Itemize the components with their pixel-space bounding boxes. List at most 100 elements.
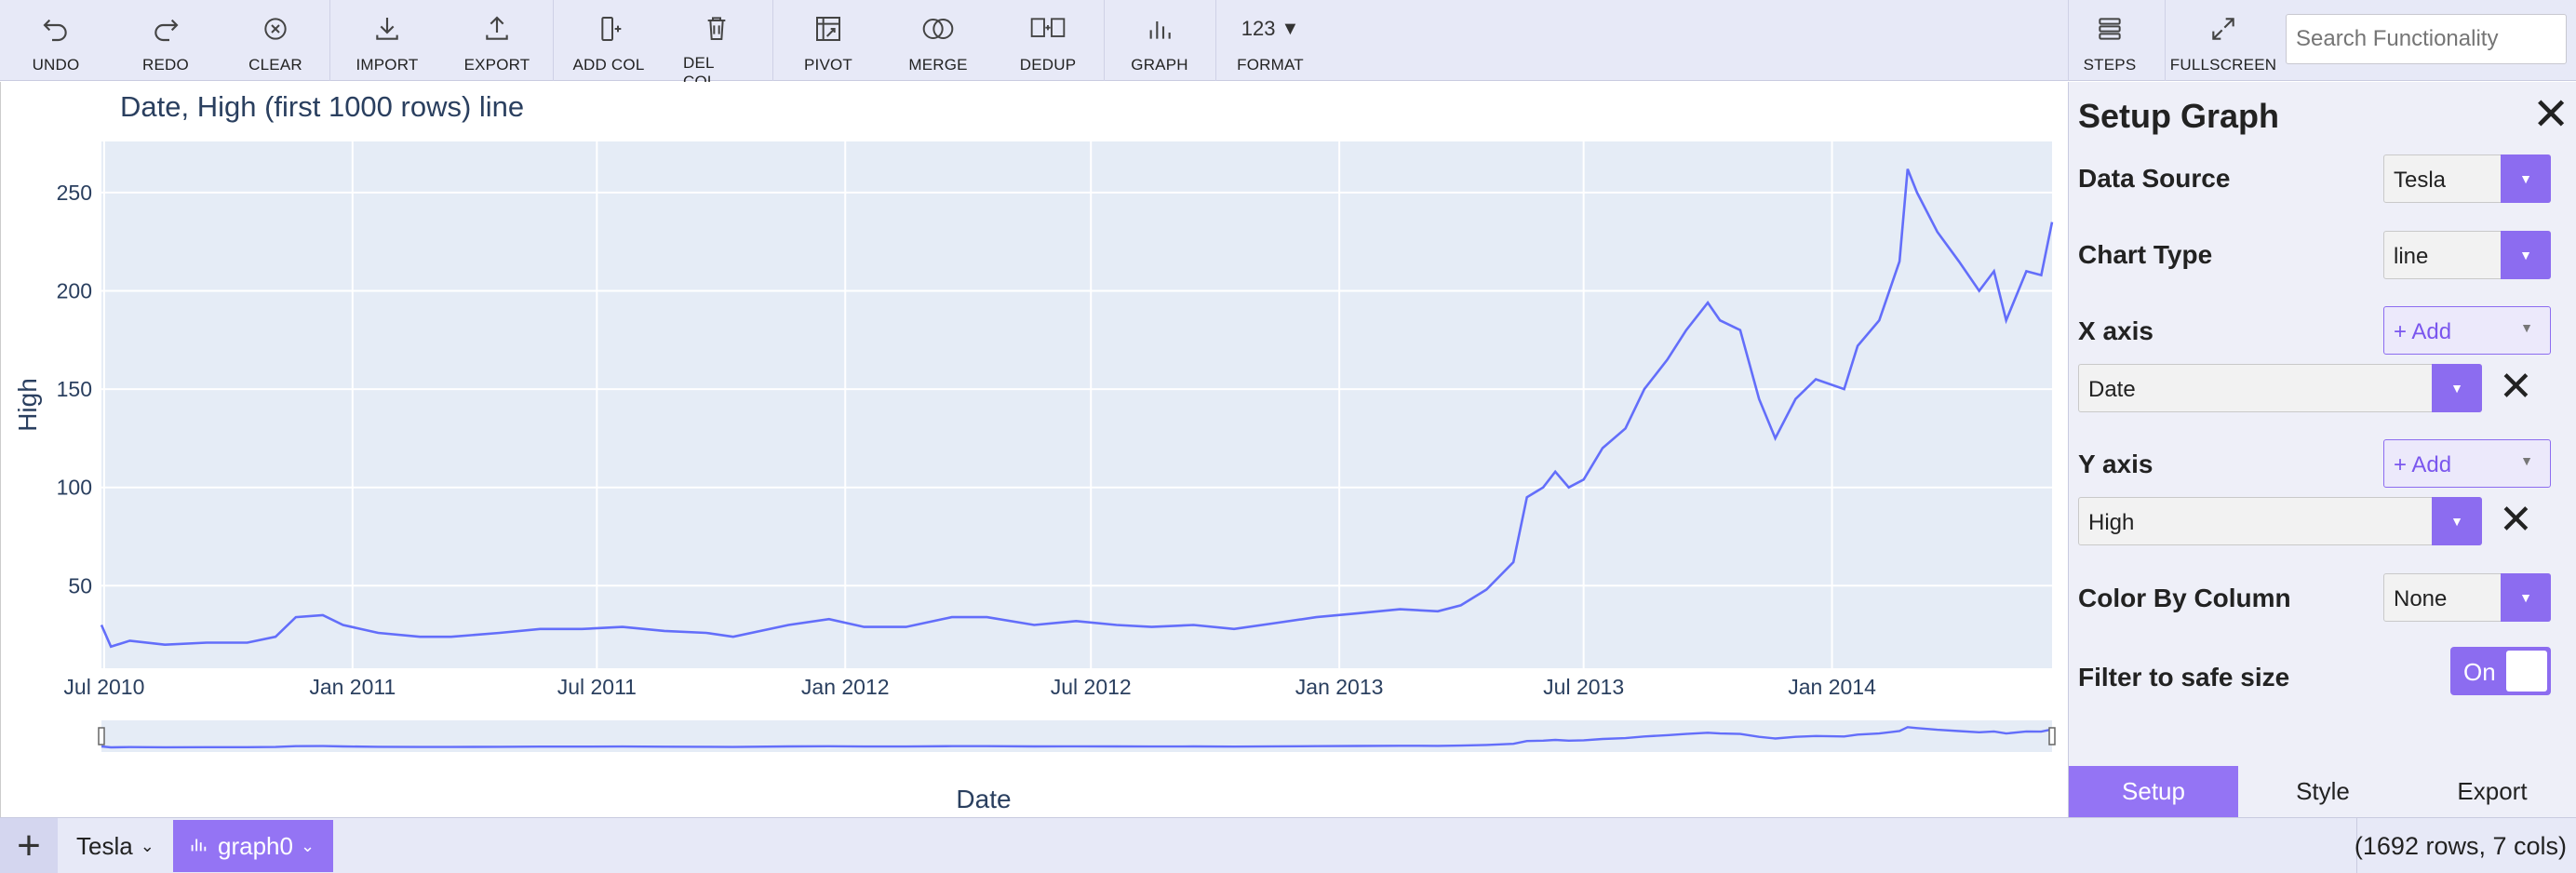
x-tick-label: Jul 2012 xyxy=(1051,675,1132,699)
chevron-down-icon: ▼ xyxy=(2432,364,2482,412)
y-tick-label: 150 xyxy=(57,377,92,401)
chevron-down-icon: ⌄ xyxy=(300,836,315,855)
x-axis-ticks: Jul 2010 Jan 2011 Jul 2011 Jan 2012 Jul 2012… xyxy=(63,675,1876,699)
color-by-select[interactable]: None ▼ xyxy=(2383,573,2551,622)
data-source-label: Data Source xyxy=(2078,164,2231,193)
fullscreen-button[interactable]: FULLSCREEN xyxy=(2170,0,2276,81)
y-axis-column-select[interactable]: High ▼ xyxy=(2078,497,2482,545)
x-tick-label: Jan 2013 xyxy=(1295,675,1384,699)
toolbar-divider xyxy=(553,0,554,81)
merge-icon xyxy=(920,13,956,45)
row-count-info: (1692 rows, 7 cols) xyxy=(2354,832,2567,860)
range-slider-left-handle[interactable] xyxy=(98,727,105,745)
toolbar-divider xyxy=(1215,0,1216,81)
tab-export[interactable]: Export xyxy=(2457,777,2528,805)
x-axis-title: Date xyxy=(956,785,1011,813)
sheet-tab-tesla[interactable]: Tesla ⌄ xyxy=(76,831,154,860)
grid-lines xyxy=(101,141,2052,668)
toggle-knob xyxy=(2506,651,2547,692)
chart-type-select[interactable]: line ▼ xyxy=(2383,231,2551,279)
graph-button[interactable]: GRAPH xyxy=(1126,0,1193,81)
y-axis-title: High xyxy=(13,378,42,432)
fullscreen-icon xyxy=(2208,13,2238,45)
filter-safe-size-toggle[interactable]: On xyxy=(2450,647,2551,695)
steps-button[interactable]: STEPS xyxy=(2077,0,2142,81)
toolbar-divider xyxy=(1104,0,1105,81)
dedup-icon xyxy=(1029,13,1067,45)
dedup-button[interactable]: DEDUP xyxy=(1013,0,1083,81)
x-tick-label: Jul 2010 xyxy=(63,675,144,699)
chart-title: Date, High (first 1000 rows) line xyxy=(120,90,524,123)
import-button[interactable]: IMPORT xyxy=(354,0,421,81)
format-button[interactable]: 123 ▼ FORMAT xyxy=(1228,0,1312,81)
y-axis-ticks: 50 100 150 200 250 xyxy=(57,181,92,598)
chevron-down-icon: ▼ xyxy=(2501,154,2551,203)
x-axis-add-button[interactable]: + Add ▼ xyxy=(2383,306,2551,355)
y-tick-label: 200 xyxy=(57,279,92,303)
range-slider-right-handle[interactable] xyxy=(2048,727,2056,745)
x-tick-label: Jan 2012 xyxy=(801,675,890,699)
chevron-down-icon: ▼ xyxy=(2432,497,2482,545)
toolbar: UNDO REDO CLEAR IMPORT EXPORT ADD COL xyxy=(0,0,2576,90)
close-icon[interactable]: ✕ xyxy=(2532,90,2570,140)
import-icon xyxy=(372,13,402,45)
y-axis-add-button[interactable]: + Add ▼ xyxy=(2383,439,2551,488)
setup-graph-panel: Setup Graph ✕ Data Source Tesla ▼ Chart … xyxy=(2068,82,2576,817)
x-tick-label: Jan 2014 xyxy=(1788,675,1876,699)
redo-button[interactable]: REDO xyxy=(136,0,195,81)
remove-x-axis-icon[interactable]: ✕ xyxy=(2499,364,2533,410)
undo-button[interactable]: UNDO xyxy=(26,0,86,81)
clear-button[interactable]: CLEAR xyxy=(246,0,305,81)
number-format-icon: 123 ▼ xyxy=(1241,17,1300,40)
x-axis-label: X axis xyxy=(2078,316,2153,345)
bar-chart-icon xyxy=(1145,13,1174,45)
chevron-down-icon: ▼ xyxy=(2501,231,2551,279)
panel-title: Setup Graph xyxy=(2078,97,2280,135)
plot-background xyxy=(101,141,2052,668)
chevron-down-icon: ▼ xyxy=(2501,573,2551,622)
bar-chart-icon xyxy=(188,832,208,861)
plus-icon[interactable]: + xyxy=(0,818,58,873)
add-column-icon xyxy=(594,13,624,45)
undo-icon xyxy=(41,13,71,45)
merge-button[interactable]: MERGE xyxy=(903,0,973,81)
pivot-icon xyxy=(813,13,843,45)
tab-style[interactable]: Style xyxy=(2296,777,2350,805)
x-axis-column-select[interactable]: Date ▼ xyxy=(2078,364,2482,412)
toolbar-divider xyxy=(2165,0,2166,81)
sheet-tab-graph[interactable]: graph0 ⌄ xyxy=(173,820,333,872)
range-slider-line xyxy=(101,726,2053,749)
toolbar-divider xyxy=(772,0,773,81)
steps-icon xyxy=(2095,13,2125,45)
x-tick-label: Jul 2011 xyxy=(557,675,637,699)
bottom-bar: + Tesla ⌄ graph0 ⌄ (1692 rows, 7 cols) xyxy=(0,817,2576,873)
trash-icon xyxy=(702,13,731,43)
y-tick-label: 50 xyxy=(68,573,92,598)
chevron-down-icon: ▼ xyxy=(2520,453,2533,468)
filter-safe-size-label: Filter to safe size xyxy=(2078,663,2290,692)
chart-area: Date, High (first 1000 rows) line 50 100 1… xyxy=(0,82,2068,817)
x-tick-label: Jan 2011 xyxy=(309,675,396,699)
x-tick-label: Jul 2013 xyxy=(1543,675,1624,699)
export-button[interactable]: EXPORT xyxy=(463,0,530,81)
export-icon xyxy=(482,13,512,45)
remove-y-axis-icon[interactable]: ✕ xyxy=(2499,497,2533,543)
color-by-label: Color By Column xyxy=(2078,584,2291,612)
series-line-high[interactable] xyxy=(100,168,2054,649)
toolbar-divider xyxy=(329,0,330,81)
y-tick-label: 100 xyxy=(57,476,92,500)
tab-setup[interactable]: Setup xyxy=(2069,766,2238,817)
data-source-select[interactable]: Tesla ▼ xyxy=(2383,154,2551,203)
clear-icon xyxy=(261,13,290,45)
divider xyxy=(2356,818,2357,873)
redo-icon xyxy=(151,13,181,45)
line-chart[interactable]: Date, High (first 1000 rows) line 50 100 1… xyxy=(1,82,2067,817)
delete-column-button[interactable]: DEL COL xyxy=(683,0,750,90)
y-tick-label: 250 xyxy=(57,181,92,205)
chevron-down-icon: ⌄ xyxy=(140,836,154,855)
pivot-button[interactable]: PIVOT xyxy=(795,0,862,81)
chart-type-label: Chart Type xyxy=(2078,240,2213,269)
search-input[interactable] xyxy=(2286,14,2567,64)
chevron-down-icon: ▼ xyxy=(2520,320,2533,335)
add-column-button[interactable]: ADD COL xyxy=(571,0,646,81)
